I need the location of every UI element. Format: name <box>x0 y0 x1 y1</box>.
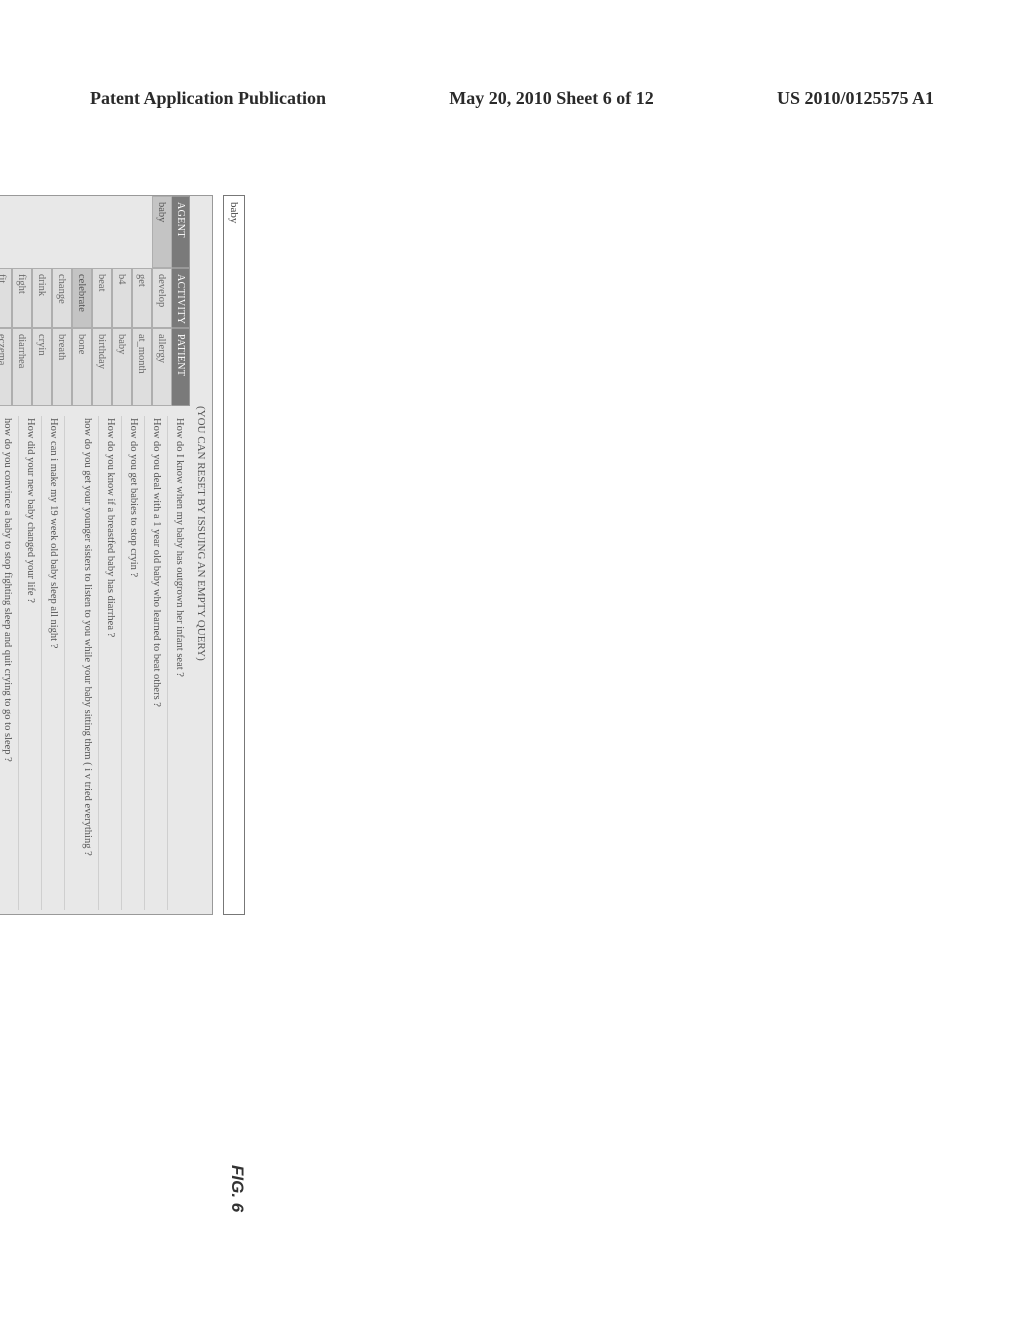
question-row[interactable]: How do you deal with a 1 year old baby w… <box>144 416 167 910</box>
panel-hint: (YOU CAN RESET BY ISSUING AN EMPTY QUERY… <box>190 196 212 914</box>
activity-cell[interactable]: drink <box>32 268 52 328</box>
patient-cell[interactable]: eczema <box>0 328 12 406</box>
questions-column: How do I know when my baby has outgrown … <box>0 406 190 914</box>
header-center: May 20, 2010 Sheet 6 of 12 <box>449 88 653 109</box>
figure-rotated-wrap: (YOU CAN RESET BY ISSUING AN EMPTY QUERY… <box>0 195 245 915</box>
question-row[interactable]: How do I know when my baby has outgrown … <box>167 416 190 910</box>
question-row[interactable]: How do you know if a breastfed baby has … <box>98 416 121 910</box>
activity-cell[interactable]: b4 <box>112 268 132 328</box>
results-panel: (YOU CAN RESET BY ISSUING AN EMPTY QUERY… <box>0 195 213 915</box>
figure-panel: (YOU CAN RESET BY ISSUING AN EMPTY QUERY… <box>0 195 245 915</box>
activity-cell[interactable]: fit <box>0 268 12 328</box>
activity-column: ACTIVITY develop get b4 beat celebrate c… <box>0 268 190 328</box>
question-row[interactable]: how do you get your younger sisters to l… <box>64 416 98 910</box>
agent-header: AGENT <box>172 196 190 268</box>
activity-cell[interactable]: develop <box>152 268 172 328</box>
activity-cell[interactable]: change <box>52 268 72 328</box>
patient-cell[interactable]: cryin <box>32 328 52 406</box>
patient-cell[interactable]: diarrhea <box>12 328 32 406</box>
question-row[interactable]: how do you convince a baby to stop fight… <box>0 416 18 910</box>
activity-cell[interactable]: beat <box>92 268 112 328</box>
page-header: Patent Application Publication May 20, 2… <box>90 88 934 109</box>
question-row[interactable]: How do you get babies to stop cryin ? <box>121 416 144 910</box>
question-row[interactable]: How can i make my 19 week old baby sleep… <box>41 416 64 910</box>
activity-cell[interactable]: celebrate <box>72 268 92 328</box>
figure-caption: FIG. 6 <box>227 1165 247 1212</box>
patient-cell[interactable]: at_month <box>132 328 152 406</box>
agent-column: AGENT baby <box>0 196 190 268</box>
agent-cell[interactable]: baby <box>152 196 172 268</box>
patient-cell[interactable]: allergy <box>152 328 172 406</box>
patient-header: PATIENT <box>172 328 190 406</box>
patient-cell[interactable]: birthday <box>92 328 112 406</box>
patient-cell[interactable]: breath <box>52 328 72 406</box>
activity-cell[interactable]: fight <box>12 268 32 328</box>
header-right: US 2010/0125575 A1 <box>777 88 934 109</box>
question-row[interactable]: How did your new baby changed your life … <box>18 416 41 910</box>
patient-cell[interactable]: bone <box>72 328 92 406</box>
patient-column: PATIENT allergy at_month baby birthday b… <box>0 328 190 406</box>
panel-body: AGENT baby ACTIVITY develop get b4 beat … <box>0 196 190 914</box>
header-left: Patent Application Publication <box>90 88 326 109</box>
activity-header: ACTIVITY <box>172 268 190 328</box>
patient-cell[interactable]: baby <box>112 328 132 406</box>
search-input[interactable] <box>223 195 245 915</box>
activity-cell[interactable]: get <box>132 268 152 328</box>
